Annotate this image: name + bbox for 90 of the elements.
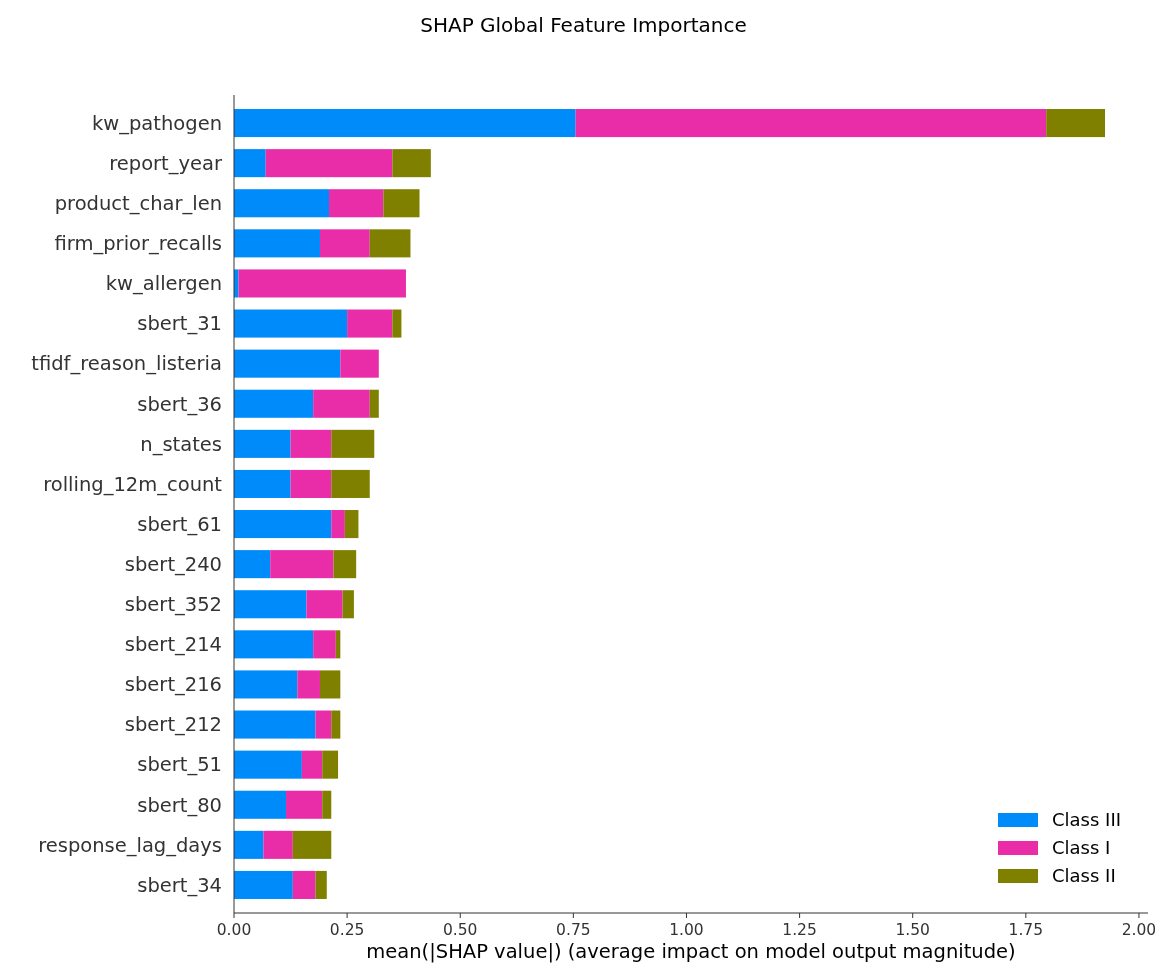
bar <box>297 670 320 699</box>
bar <box>234 590 307 619</box>
bar <box>306 590 343 619</box>
bar <box>238 269 406 298</box>
y-tick-label: response_lag_days <box>38 833 222 857</box>
bar <box>234 670 298 699</box>
bar <box>234 429 291 458</box>
bar <box>342 590 354 619</box>
bar <box>234 830 264 859</box>
bar <box>319 229 370 258</box>
bar <box>369 229 411 258</box>
bar <box>265 149 393 178</box>
bar <box>234 189 330 218</box>
bar <box>331 710 341 739</box>
chart-title: SHAP Global Feature Importance <box>420 13 747 37</box>
bar <box>234 870 293 899</box>
bar <box>329 189 384 218</box>
y-tick-label: kw_pathogen <box>92 111 222 135</box>
y-tick-label: sbert_51 <box>137 753 222 777</box>
bar <box>301 750 323 779</box>
y-tick-label: rolling_12m_count <box>43 472 223 496</box>
bar <box>1046 109 1106 138</box>
bar <box>575 109 1047 138</box>
bar <box>331 429 375 458</box>
bar <box>340 349 379 378</box>
bar <box>234 109 576 138</box>
bar <box>290 429 332 458</box>
bar <box>290 469 332 498</box>
bar <box>331 469 370 498</box>
bar <box>315 710 332 739</box>
bar <box>270 550 334 579</box>
bar <box>234 309 348 338</box>
legend-label: Class II <box>1052 865 1116 887</box>
x-tick-label: 0.25 <box>329 921 365 939</box>
y-tick-label: sbert_214 <box>124 633 222 657</box>
bar <box>319 670 341 699</box>
y-tick-label: sbert_212 <box>124 713 222 737</box>
y-tick-label: sbert_216 <box>124 673 222 697</box>
x-tick-label: 1.50 <box>895 921 930 939</box>
bar <box>234 750 302 779</box>
bar <box>234 149 266 178</box>
bar <box>313 630 336 659</box>
y-tick-label: n_states <box>140 432 222 456</box>
y-tick-label: sbert_240 <box>124 552 222 576</box>
bar <box>347 309 393 338</box>
bar <box>292 830 332 859</box>
bar <box>333 550 357 579</box>
y-tick-label: tfidf_reason_listeria <box>31 352 222 376</box>
y-tick-label: firm_prior_recalls <box>54 232 222 256</box>
bar <box>315 870 327 899</box>
bar <box>322 790 332 819</box>
x-tick-label: 1.00 <box>669 921 704 939</box>
bar <box>292 870 316 899</box>
y-tick-label: sbert_80 <box>137 793 222 817</box>
y-tick-label: sbert_36 <box>137 392 222 416</box>
bar <box>234 550 271 579</box>
legend-label: Class III <box>1052 809 1122 831</box>
x-axis-title: mean(|SHAP value|) (average impact on model output magnitude) <box>366 940 1016 963</box>
bar <box>234 469 291 498</box>
x-tick-label: 0.00 <box>216 921 252 939</box>
bar <box>322 750 339 779</box>
bar <box>234 389 314 418</box>
y-tick-label: sbert_34 <box>137 873 222 897</box>
bar <box>331 510 345 539</box>
bar <box>369 389 379 418</box>
x-tick-label: 0.50 <box>442 921 478 939</box>
bar <box>313 389 370 418</box>
legend-label: Class I <box>1052 837 1111 859</box>
x-tick-label: 0.75 <box>556 921 591 939</box>
x-tick-label: 1.75 <box>1008 921 1044 939</box>
x-tick-label: 1.25 <box>782 921 817 939</box>
y-tick-label: report_year <box>109 151 223 175</box>
y-tick-label: kw_allergen <box>105 272 222 296</box>
y-tick-label: sbert_31 <box>137 312 222 336</box>
bar <box>234 710 316 739</box>
bar <box>234 790 287 819</box>
bar <box>286 790 323 819</box>
y-tick-label: sbert_352 <box>124 593 222 617</box>
bar <box>234 229 320 258</box>
x-tick-label: 2.00 <box>1121 921 1157 939</box>
bar <box>234 510 332 539</box>
bar <box>234 630 314 659</box>
y-tick-label: sbert_61 <box>137 512 222 536</box>
bar <box>383 189 420 218</box>
bar <box>344 510 359 539</box>
bar <box>234 349 341 378</box>
bar <box>263 830 293 859</box>
y-tick-label: product_char_len <box>54 192 222 216</box>
bar <box>392 309 402 338</box>
bar <box>392 149 431 178</box>
